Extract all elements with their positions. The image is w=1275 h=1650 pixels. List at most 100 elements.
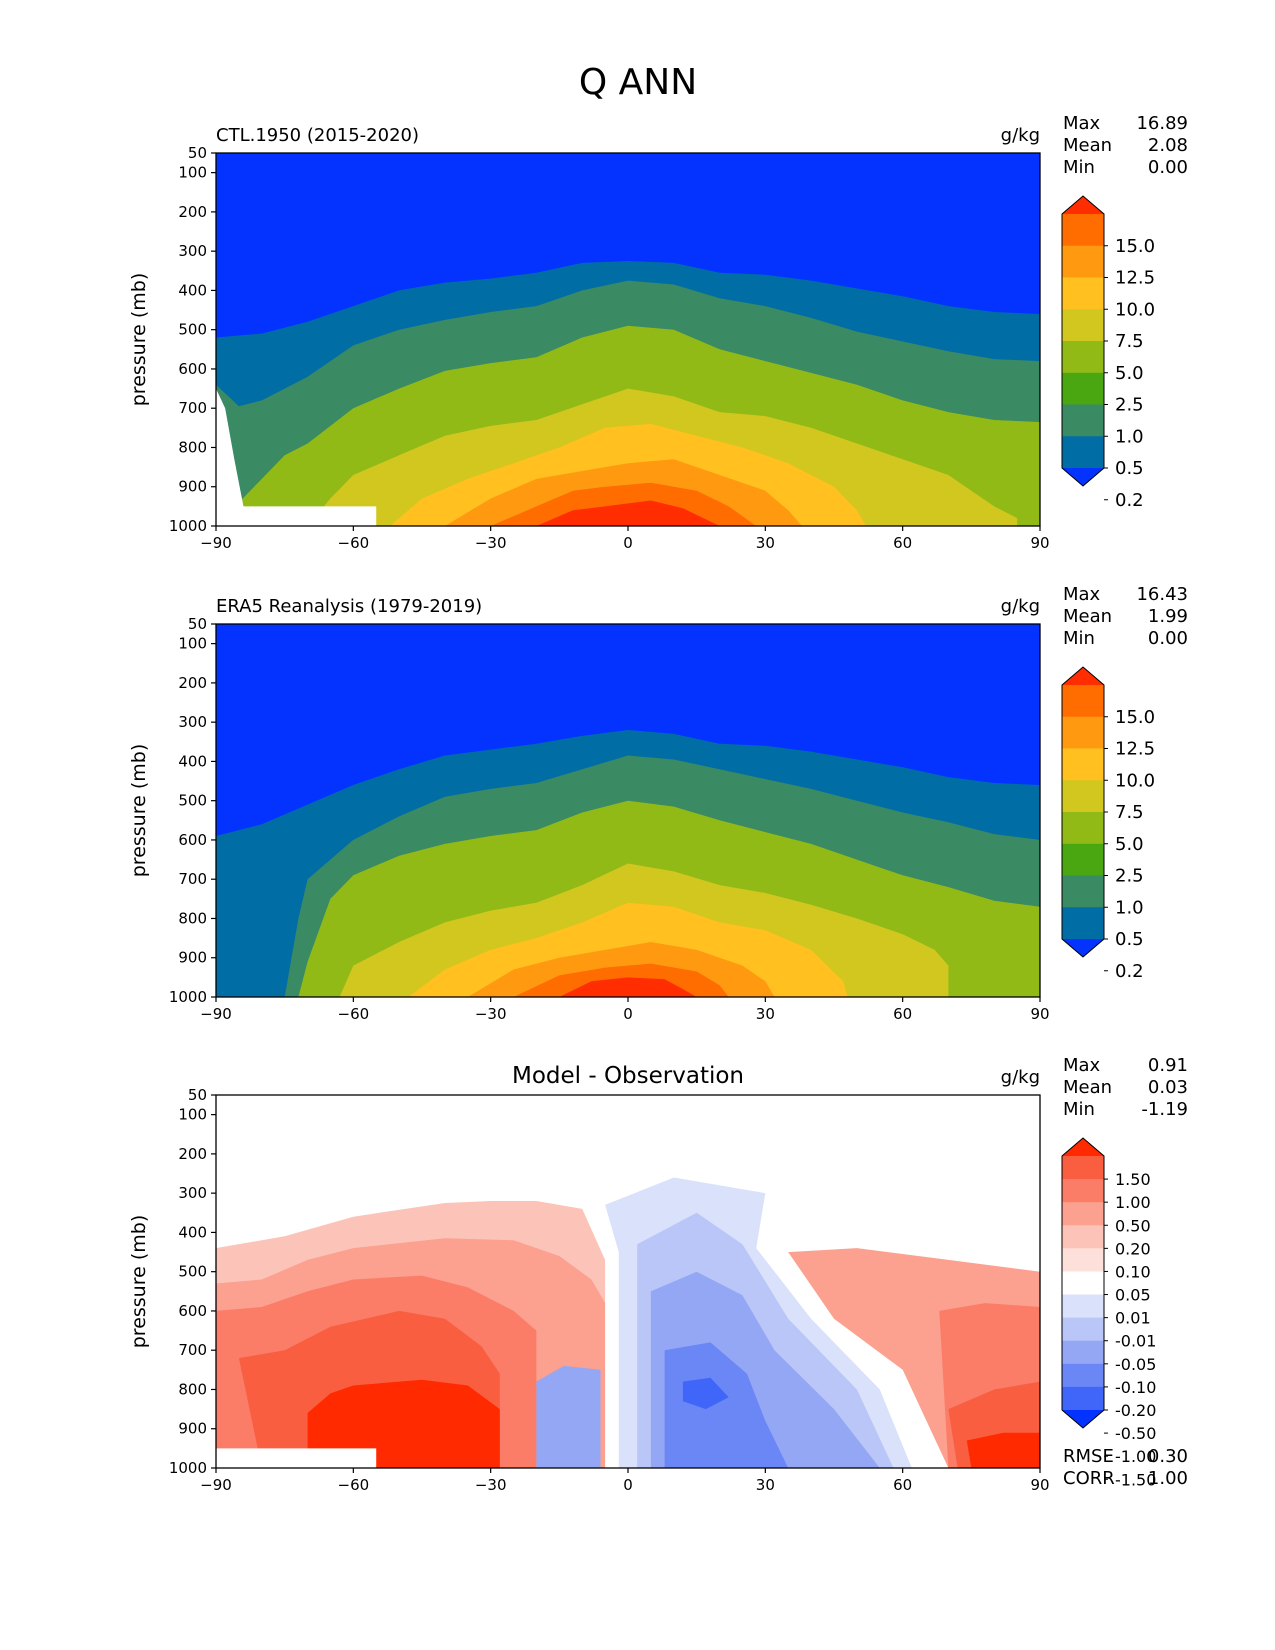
x-tick-label: 60	[893, 534, 912, 552]
colorbar-extend-min	[1062, 468, 1104, 486]
y-tick-label: 600	[178, 360, 207, 378]
colorbar-tick-label: 15.0	[1115, 707, 1155, 728]
x-tick-label: −90	[200, 1476, 232, 1494]
colorbar-segment	[1062, 780, 1104, 813]
x-tick-label: 0	[623, 1476, 633, 1494]
contour-region	[664, 1342, 789, 1468]
colorbar-tick-label: -0.50	[1115, 1424, 1156, 1443]
colorbar-tick-label: 10.0	[1115, 299, 1155, 320]
x-tick-label: 30	[756, 1005, 775, 1023]
stat-value: 16.89	[1136, 113, 1188, 134]
colorbar-tick-label: 0.10	[1115, 1262, 1151, 1281]
x-tick-label: −30	[475, 1005, 507, 1023]
colorbar-tick-label: 1.0	[1115, 426, 1144, 447]
colorbar-segment	[1062, 277, 1104, 310]
panel-subtitle: CTL.1950 (2015-2020)	[216, 125, 419, 146]
colorbar-segment	[1062, 404, 1104, 437]
colorbar-segment	[1062, 372, 1104, 405]
x-tick-label: 60	[893, 1476, 912, 1494]
colorbar-tick-label: 2.5	[1115, 395, 1144, 416]
y-tick-label: 800	[178, 1380, 207, 1398]
colorbar-segment	[1062, 875, 1104, 908]
y-tick-label: 400	[178, 281, 207, 299]
x-tick-label: 30	[756, 534, 775, 552]
panel-units: g/kg	[1001, 596, 1040, 617]
y-tick-label: 400	[178, 752, 207, 770]
colorbar-tick-label: 5.0	[1115, 363, 1144, 384]
colorbar-extend-min	[1062, 1410, 1104, 1428]
stat-value: 0.00	[1148, 157, 1188, 178]
x-tick-label: 90	[1030, 1476, 1049, 1494]
colorbar-segment	[1062, 1225, 1104, 1249]
colorbar-extend-max	[1062, 196, 1104, 214]
plot-area	[216, 1095, 1040, 1468]
x-tick-label: −60	[338, 1476, 370, 1494]
colorbar-tick-label: 0.2	[1115, 490, 1144, 511]
colorbar-segment	[1062, 748, 1104, 781]
y-tick-label: 200	[178, 203, 207, 221]
stat-value: 0.91	[1148, 1055, 1188, 1076]
panel-era5: −90 −60 −30 0 30 60 90 50 100 200 300 400 500 600 700 8…	[128, 584, 1188, 1023]
y-tick-label: 300	[178, 242, 207, 260]
y-tick-label: 900	[178, 1420, 207, 1438]
stat-label: Max	[1063, 113, 1101, 134]
contour-region	[536, 1365, 601, 1468]
colorbar-tick-label: -0.01	[1115, 1332, 1156, 1351]
colorbar-segment	[1062, 1294, 1104, 1319]
contour-region	[966, 1432, 1040, 1468]
colorbar-extend-min	[1062, 939, 1104, 957]
x-tick-label: −30	[475, 534, 507, 552]
stat-value: 1.99	[1148, 606, 1188, 627]
y-tick-label: 700	[178, 1341, 207, 1359]
y-tick-label: 300	[178, 1184, 207, 1202]
y-tick-label: 50	[188, 615, 207, 633]
y-tick-label: 500	[178, 1263, 207, 1281]
missing-data-mask	[216, 388, 377, 526]
colorbar-tick-label: 7.5	[1115, 802, 1144, 823]
figure-title: Q ANN	[579, 62, 697, 103]
x-tick-label: 90	[1030, 1005, 1049, 1023]
colorbar-segment	[1062, 1317, 1104, 1342]
y-tick-label: 600	[178, 831, 207, 849]
stat-label: Min	[1063, 1099, 1095, 1120]
stat-value: 1.00	[1148, 1468, 1188, 1489]
colorbar-segment	[1062, 843, 1104, 876]
y-tick-label: 800	[178, 909, 207, 927]
stat-label: CORR	[1063, 1468, 1115, 1489]
colorbar-tick-label: -1.00	[1115, 1447, 1156, 1466]
colorbar-tick-label: 1.0	[1115, 897, 1144, 918]
colorbar-tick-label: 10.0	[1115, 770, 1155, 791]
y-tick-label: 900	[178, 478, 207, 496]
y-tick-label: 500	[178, 792, 207, 810]
colorbar-segment	[1062, 245, 1104, 278]
y-tick-label: 1000	[169, 1459, 207, 1477]
colorbar-segment	[1062, 1363, 1104, 1388]
colorbar-tick-label: 5.0	[1115, 834, 1144, 855]
plot-area	[216, 624, 1040, 997]
panel-difference: −90 −60 −30 0 30 60 90 50 100 200 300 400 500 600 700 8…	[128, 1055, 1188, 1494]
y-axis-label: pressure (mb)	[128, 273, 150, 407]
colorbar-tick-label: 12.5	[1115, 268, 1155, 289]
colorbar-tick-label: 7.5	[1115, 331, 1144, 352]
colorbar-tick-label: 0.50	[1115, 1216, 1151, 1235]
colorbar-segment	[1062, 1248, 1104, 1272]
panel-units: g/kg	[1001, 125, 1040, 146]
colorbar-tick-label: 0.2	[1115, 961, 1144, 982]
y-tick-label: 400	[178, 1223, 207, 1241]
x-tick-label: −90	[200, 534, 232, 552]
colorbar-extend-max	[1062, 667, 1104, 685]
y-tick-label: 100	[178, 635, 207, 653]
panel-units: g/kg	[1001, 1067, 1040, 1088]
x-tick-label: 60	[893, 1005, 912, 1023]
contour-region	[682, 1377, 729, 1410]
panel-subtitle: ERA5 Reanalysis (1979-2019)	[216, 596, 482, 617]
colorbar-segment	[1062, 1340, 1104, 1365]
colorbar-segment	[1062, 1271, 1104, 1296]
y-tick-label: 100	[178, 1106, 207, 1124]
stat-value: 0.30	[1148, 1446, 1188, 1467]
y-tick-label: 500	[178, 321, 207, 339]
colorbar-segment	[1062, 685, 1104, 718]
panel-title: Model - Observation	[512, 1063, 744, 1089]
colorbar-tick-label: 15.0	[1115, 236, 1155, 257]
colorbar-tick-label: 0.20	[1115, 1239, 1151, 1258]
